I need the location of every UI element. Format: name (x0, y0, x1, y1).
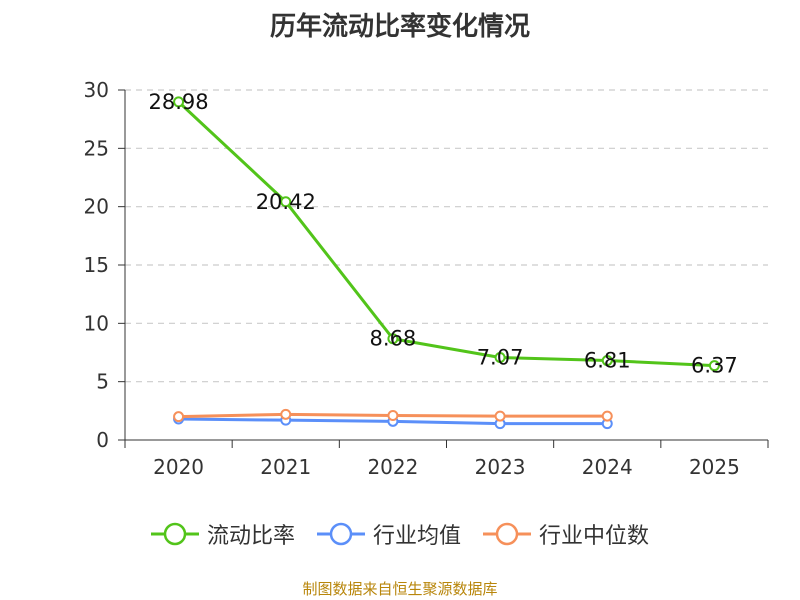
series-lines (173, 96, 720, 430)
legend-item[interactable]: 流动比率 (150, 518, 295, 550)
y-tick-label: 30 (84, 78, 109, 102)
chart-legend: 流动比率 行业均值 行业中位数 (0, 518, 800, 550)
data-point (280, 196, 292, 208)
data-labels: 28.98 20.42 8.68 7.07 6.81 6.37 (149, 90, 738, 378)
data-point (173, 96, 185, 108)
legend-swatch-icon (150, 522, 199, 546)
legend-swatch-icon (316, 522, 365, 546)
legend-label: 行业中位数 (539, 524, 650, 549)
y-tick-label: 20 (84, 195, 109, 219)
legend-label: 行业均值 (372, 524, 461, 549)
y-tick-label: 0 (96, 428, 109, 452)
data-point (494, 352, 506, 364)
data-point (494, 410, 506, 422)
data-point (173, 411, 185, 423)
y-tick-label: 25 (84, 136, 109, 160)
data-point (387, 333, 399, 345)
chart-title: 历年流动比率变化情况 (269, 12, 530, 42)
data-label: 7.07 (477, 346, 524, 370)
x-tick-label: 2024 (582, 455, 633, 479)
data-label: 20.42 (256, 190, 316, 214)
series-line (177, 100, 715, 368)
y-tick-label: 5 (96, 370, 109, 394)
legend-item[interactable]: 行业中位数 (483, 518, 649, 550)
y-tick-label: 10 (84, 311, 109, 335)
data-label: 6.37 (691, 354, 738, 378)
data-label: 6.81 (584, 349, 631, 373)
legend-label: 流动比率 (206, 524, 295, 549)
data-label: 8.68 (370, 327, 417, 351)
x-tick-label: 2022 (367, 455, 418, 479)
x-tick-label: 2021 (260, 455, 311, 479)
source-note: 制图数据来自恒生聚源数据库 (302, 580, 498, 598)
data-point (280, 408, 292, 420)
data-point (601, 410, 613, 422)
x-tick-label: 2023 (475, 455, 526, 479)
legend-swatch-icon (483, 522, 531, 546)
y-tick-label: 15 (84, 253, 109, 277)
data-label: 28.98 (149, 90, 209, 114)
x-tick-label: 2020 (153, 455, 204, 479)
data-point (387, 410, 399, 421)
data-point (601, 355, 613, 367)
legend-item[interactable]: 行业均值 (316, 518, 461, 550)
data-point (708, 360, 720, 372)
grid-lines (125, 89, 768, 383)
x-tick-label: 2025 (689, 455, 740, 479)
